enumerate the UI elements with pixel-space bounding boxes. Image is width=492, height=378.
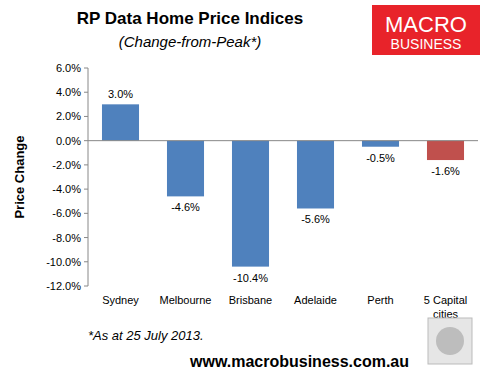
y-axis: [88, 68, 89, 286]
category-label-line: Adelaide: [294, 294, 337, 306]
tick-label: -4.0%: [52, 183, 81, 195]
tick-mark: [84, 164, 88, 165]
tick-label: -12.0%: [46, 280, 81, 292]
category-label: Melbourne: [160, 294, 212, 306]
tick-label: 6.0%: [56, 62, 81, 74]
category-label: Brisbane: [229, 294, 272, 306]
tick-mark: [84, 68, 88, 69]
badge: [428, 318, 472, 364]
tick-label: 0.0%: [56, 135, 81, 147]
category-label-line: 5 Capital: [424, 294, 467, 306]
tick-mark: [84, 261, 88, 262]
footnote: *As at 25 July 2013.: [88, 328, 204, 343]
bar: [297, 141, 334, 209]
tick-label: -8.0%: [52, 232, 81, 244]
subtitle: (Change-from-Peak*): [119, 33, 262, 50]
category-label-line: Perth: [367, 294, 393, 306]
bar: [232, 141, 269, 267]
y-axis-label: Price Change: [12, 135, 27, 218]
data-label: -4.6%: [171, 201, 200, 213]
tick-label: -10.0%: [46, 256, 81, 268]
tick-mark: [84, 189, 88, 190]
background: [0, 0, 492, 378]
tick-label: 2.0%: [56, 110, 81, 122]
x-axis: [88, 140, 478, 141]
tick-mark: [84, 92, 88, 93]
data-label: 3.0%: [108, 88, 133, 100]
category-label: Adelaide: [294, 294, 337, 306]
logo-box: [372, 5, 480, 55]
data-label: -1.6%: [431, 165, 460, 177]
category-label-line: Melbourne: [160, 294, 212, 306]
tick-label: -6.0%: [52, 207, 81, 219]
bars: [102, 104, 464, 266]
tick-mark: [84, 140, 88, 141]
bar: [102, 104, 139, 140]
logo-text: BUSINESS: [391, 36, 462, 52]
title: RP Data Home Price Indices: [77, 9, 303, 28]
category-label: Perth: [367, 294, 393, 306]
category-label: Sydney: [102, 294, 139, 306]
tick-mark: [84, 116, 88, 117]
logo-text: MACRO: [385, 12, 467, 37]
bar: [167, 141, 204, 197]
tick-label: -2.0%: [52, 159, 81, 171]
data-label: -0.5%: [366, 152, 395, 164]
data-label: -5.6%: [301, 213, 330, 225]
tick-mark: [84, 213, 88, 214]
badge-icon: [436, 327, 464, 355]
tick-mark: [84, 286, 88, 287]
source: www.macrobusiness.com.au: [189, 353, 409, 370]
category-label: 5 Capitalcities: [424, 294, 467, 320]
tick-mark: [84, 237, 88, 238]
bar: [427, 141, 464, 160]
category-label-line: Brisbane: [229, 294, 272, 306]
tick-label: 4.0%: [56, 86, 81, 98]
bar: [362, 141, 399, 147]
category-label-line: Sydney: [102, 294, 139, 306]
data-label: -10.4%: [233, 272, 268, 284]
